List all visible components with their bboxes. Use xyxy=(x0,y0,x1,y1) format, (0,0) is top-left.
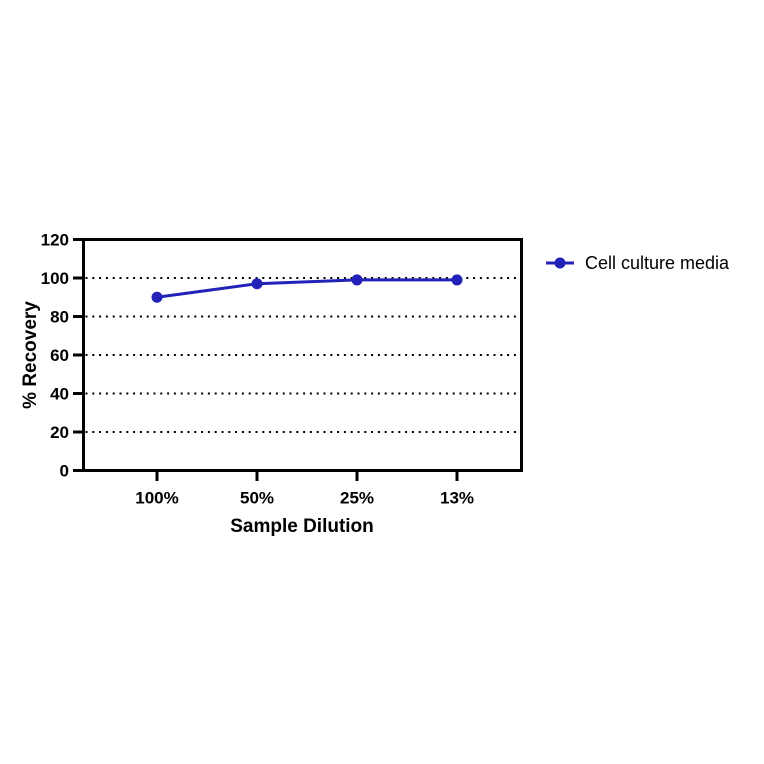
x-axis-title: Sample Dilution xyxy=(230,516,374,537)
y-tick-label: 120 xyxy=(41,231,69,250)
series-line xyxy=(155,278,459,299)
data-point xyxy=(251,278,263,290)
x-tick-label: 25% xyxy=(340,489,374,508)
y-tick-label: 40 xyxy=(50,385,69,404)
legend-dot-marker xyxy=(554,257,566,269)
plot-frame xyxy=(82,238,523,472)
legend-label: Cell culture media xyxy=(585,253,730,273)
y-axis-title: % Recovery xyxy=(20,301,41,409)
x-tick-label: 100% xyxy=(135,489,178,508)
data-series xyxy=(151,274,463,303)
y-tick-label: 60 xyxy=(50,346,69,365)
x-tick-label: 13% xyxy=(440,489,474,508)
legend: Cell culture media xyxy=(546,253,730,273)
gridlines xyxy=(85,277,520,433)
data-point xyxy=(151,291,163,303)
data-point xyxy=(451,274,463,286)
y-tick-label: 80 xyxy=(50,308,69,327)
axis-ticks: 0 20 40 60 80 100 120 100% 50% 25% 13% xyxy=(41,231,474,508)
data-point xyxy=(351,274,363,286)
y-tick-label: 0 xyxy=(60,462,69,481)
plot-border xyxy=(82,238,523,472)
y-tick-label: 100 xyxy=(41,269,69,288)
y-tick-label: 20 xyxy=(50,423,69,442)
x-tick-label: 50% xyxy=(240,489,274,508)
